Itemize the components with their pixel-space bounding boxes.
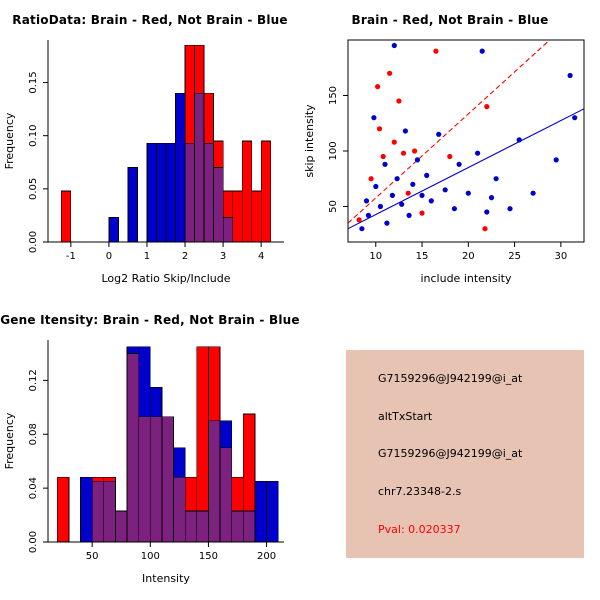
svg-text:30: 30 — [554, 251, 567, 262]
probe-id-line-2: G7159296@J942199@i_at — [378, 447, 523, 461]
gene-info-panel: G7159296@J942199@i_at altTxStart G715929… — [346, 350, 584, 558]
gene-info-quad: G7159296@J942199@i_at altTxStart G715929… — [300, 300, 600, 600]
intensity-scatter-chart: 10 15 20 25 30 50 100 150 include intensity skip … — [303, 39, 585, 285]
probe-id-line-1: G7159296@J942199@i_at — [378, 372, 523, 386]
svg-text:0.08: 0.08 — [28, 423, 39, 445]
svg-text:skip intensity: skip intensity — [303, 104, 316, 178]
location-line: chr7.23348-2.s — [378, 485, 462, 499]
svg-text:0.10: 0.10 — [28, 125, 39, 147]
svg-text:Frequency: Frequency — [3, 412, 16, 469]
svg-text:20: 20 — [462, 251, 475, 262]
svg-text:0.04: 0.04 — [28, 477, 39, 499]
svg-text:4: 4 — [258, 251, 264, 262]
svg-text:100: 100 — [328, 141, 339, 160]
scatter-points — [356, 42, 578, 232]
svg-text:-1: -1 — [66, 251, 76, 262]
svg-text:50: 50 — [86, 551, 99, 562]
svg-text:0.12: 0.12 — [28, 369, 39, 391]
svg-text:10: 10 — [369, 251, 382, 262]
svg-text:150: 150 — [328, 86, 339, 105]
ratio-histogram-chart: -1 0 1 2 3 4 0.00 0.05 0.10 0.15 Log2 Ratio Skip/I… — [3, 40, 284, 285]
ratio-histogram-title: RatioData: Brain - Red, Not Brain - Blue — [12, 13, 288, 27]
intensity-scatter-title: Brain - Red, Not Brain - Blue — [351, 13, 549, 27]
svg-text:2: 2 — [182, 251, 188, 262]
svg-text:Log2 Ratio Skip/Include: Log2 Ratio Skip/Include — [101, 272, 230, 285]
svg-text:0.05: 0.05 — [28, 178, 39, 200]
svg-text:include intensity: include intensity — [420, 272, 512, 285]
svg-text:150: 150 — [199, 551, 218, 562]
svg-text:3: 3 — [220, 251, 226, 262]
pval-line: Pval: 0.020337 — [378, 522, 461, 536]
svg-text:0.00: 0.00 — [28, 531, 39, 553]
axes: 50 100 150 200 0.00 0.04 0.08 0.12 Intensity Freq… — [3, 340, 284, 585]
gene-intensity-histogram-title: Gene Itensity: Brain - Red, Not Brain - … — [0, 313, 300, 327]
intensity-scatter-panel: Brain - Red, Not Brain - Blue 10 15 20 25 30… — [300, 0, 600, 300]
histogram-bars — [56, 346, 279, 543]
axes: 10 15 20 25 30 50 100 150 include intensity skip … — [303, 39, 585, 285]
histogram-bars — [60, 44, 272, 243]
svg-text:15: 15 — [416, 251, 429, 262]
event-type-line: altTxStart — [378, 409, 433, 423]
svg-text:100: 100 — [141, 551, 160, 562]
svg-text:200: 200 — [257, 551, 276, 562]
axes: -1 0 1 2 3 4 0.00 0.05 0.10 0.15 Log2 Ratio Skip/I… — [3, 40, 284, 285]
svg-text:25: 25 — [508, 251, 521, 262]
svg-text:0.00: 0.00 — [28, 231, 39, 253]
svg-text:0.15: 0.15 — [28, 71, 39, 93]
ratio-histogram-panel: RatioData: Brain - Red, Not Brain - Blue… — [0, 0, 300, 300]
svg-text:1: 1 — [144, 251, 150, 262]
svg-text:Intensity: Intensity — [142, 572, 190, 585]
svg-text:50: 50 — [328, 200, 339, 213]
gene-intensity-histogram-chart: 50 100 150 200 0.00 0.04 0.08 0.12 Intensity Freq… — [3, 340, 284, 585]
regression-lines — [348, 40, 584, 230]
svg-text:Frequency: Frequency — [3, 112, 16, 169]
svg-text:0: 0 — [106, 251, 112, 262]
gene-intensity-histogram-panel: Gene Itensity: Brain - Red, Not Brain - … — [0, 300, 300, 600]
